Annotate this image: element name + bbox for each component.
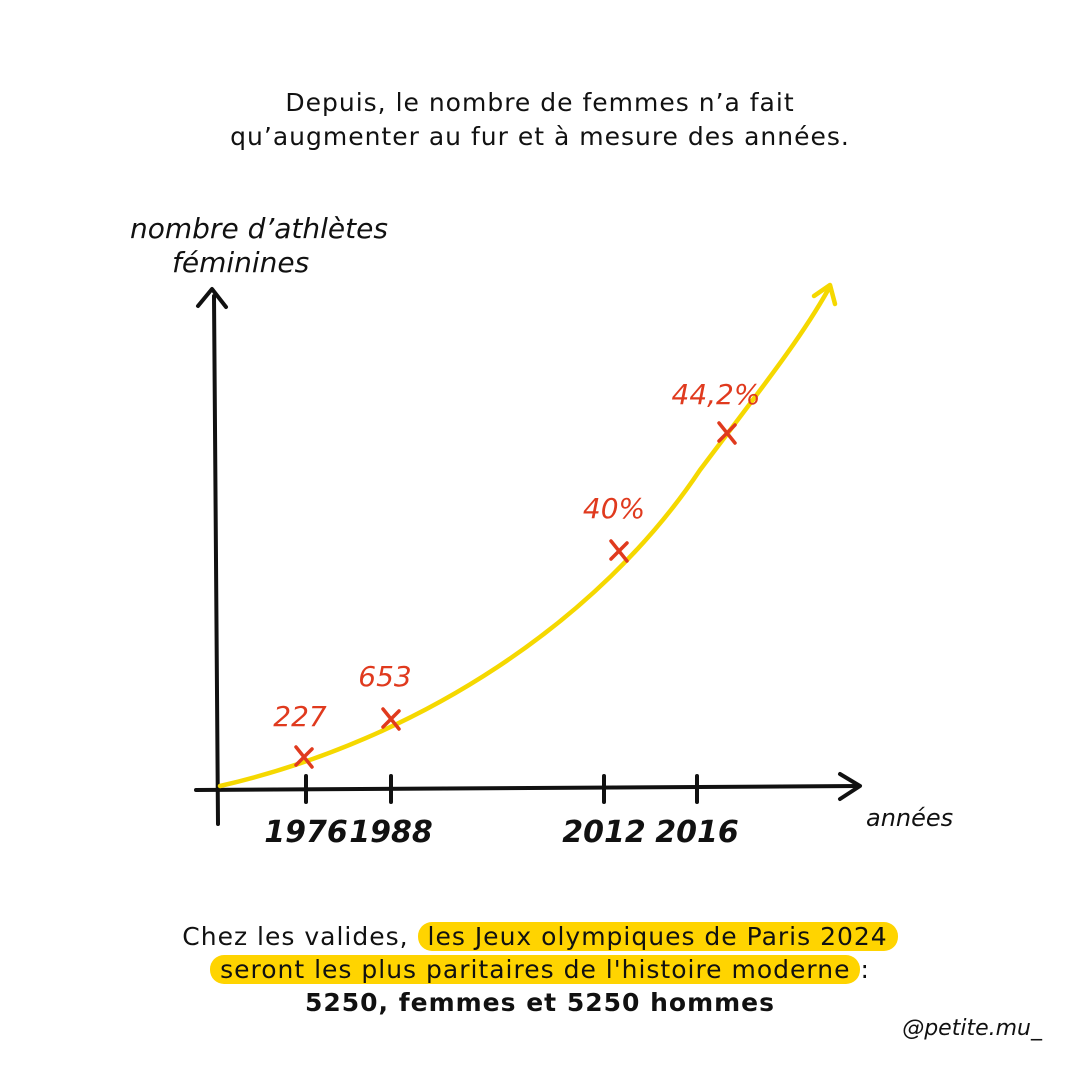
- data-label-1988: 653: [358, 660, 411, 693]
- headline-line-2: qu’augmenter au fur et à mesure des anné…: [230, 122, 850, 151]
- data-label-1976: 227: [273, 700, 327, 733]
- x-tick-label-2016: 2016: [655, 815, 739, 850]
- x-axis-arrowhead: [838, 772, 862, 801]
- headline-line-1: Depuis, le nombre de femmes n’a fait: [285, 88, 795, 117]
- caption-highlight-2: seront les plus paritaires de l'histoire…: [210, 955, 861, 984]
- data-label-2012: 40%: [583, 492, 645, 525]
- x-tick-label-1976: 1976: [264, 815, 348, 850]
- caption-line-3: 5250, femmes et 5250 hommes: [304, 988, 776, 1017]
- caption-suffix: :: [860, 955, 870, 984]
- y-axis-label-line-2: féminines: [172, 246, 309, 279]
- growth-curve: [217, 287, 831, 789]
- x-tick-label-2012: 2012: [562, 815, 646, 850]
- data-marker-1976: [294, 745, 314, 769]
- caption-prefix: Chez les valides,: [182, 922, 409, 951]
- data-marker-2012: [609, 539, 629, 563]
- signature: @petite.mu_: [902, 1016, 1042, 1041]
- bottom-caption: Chez les valides, les Jeux olympiques de…: [0, 920, 1080, 1019]
- data-label-2016: 44,2%: [672, 378, 761, 411]
- x-axis-label: années: [866, 804, 953, 832]
- x-tick-label-1988: 1988: [349, 815, 433, 850]
- y-axis-arrowhead: [196, 287, 228, 309]
- headline: Depuis, le nombre de femmes n’a fait qu’…: [0, 86, 1080, 154]
- y-axis: [212, 294, 220, 826]
- growth-curve-arrowhead: [811, 282, 838, 307]
- y-axis-label-line-1: nombre d’athlètes: [130, 212, 388, 245]
- data-marker-2016: [717, 421, 737, 445]
- x-axis: [194, 784, 860, 792]
- caption-highlight-1: les Jeux olympiques de Paris 2024: [417, 922, 898, 951]
- data-marker-1988: [381, 707, 401, 731]
